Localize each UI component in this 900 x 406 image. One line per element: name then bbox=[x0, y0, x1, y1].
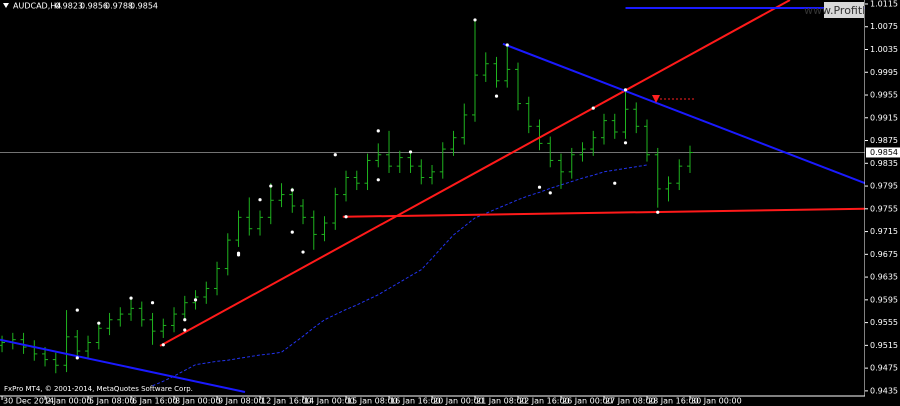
fractal bbox=[505, 43, 509, 47]
x-tick-label: 12 Jan 16:00 bbox=[261, 397, 312, 406]
y-tick-label: 1.0115 bbox=[870, 0, 898, 8]
plot-area bbox=[0, 0, 865, 393]
x-tick-label: 9 Jan 08:00 bbox=[218, 397, 264, 406]
x-tick-label: 22 Jan 16:00 bbox=[519, 397, 570, 406]
bid-label-box bbox=[866, 147, 900, 158]
fractal bbox=[376, 178, 380, 182]
y-tick-label: 0.9435 bbox=[870, 386, 898, 395]
fractal bbox=[75, 308, 79, 312]
y-tick-label: 0.9995 bbox=[870, 68, 898, 77]
axis-background bbox=[865, 0, 900, 406]
x-tick-label: 15 Jan 08:00 bbox=[347, 397, 398, 406]
fractal bbox=[613, 181, 617, 185]
ohlc-low: 0.9788 bbox=[105, 2, 133, 11]
y-tick-label: 1.0075 bbox=[870, 22, 898, 31]
y-tick-label: 0.9755 bbox=[870, 204, 898, 213]
x-tick-label: 27 Jan 08:00 bbox=[605, 397, 656, 406]
y-tick-label: 0.9875 bbox=[870, 136, 898, 145]
x-tick-label: 20 Jan 00:00 bbox=[433, 397, 484, 406]
fractal bbox=[269, 184, 273, 188]
fractal bbox=[258, 198, 262, 202]
y-tick-label: 0.9635 bbox=[870, 273, 898, 282]
fractal bbox=[301, 250, 305, 254]
ohlc-open: 0.9823 bbox=[55, 2, 83, 11]
fractal bbox=[376, 129, 380, 133]
moving-average bbox=[152, 164, 648, 387]
y-tick-label: 0.9675 bbox=[870, 250, 898, 259]
fractal bbox=[97, 321, 101, 325]
fractal bbox=[344, 215, 348, 219]
y-tick-label: 0.9515 bbox=[870, 341, 898, 350]
ohlc-high: 0.9856 bbox=[80, 2, 108, 11]
fractal bbox=[548, 191, 552, 195]
fractal bbox=[537, 185, 542, 189]
y-tick-label: 0.9795 bbox=[870, 182, 898, 191]
trendline bbox=[342, 207, 865, 218]
menu-icon[interactable] bbox=[3, 3, 9, 8]
fractal bbox=[161, 343, 165, 347]
y-tick-label: 0.9555 bbox=[870, 318, 898, 327]
y-tick-label: 0.9835 bbox=[870, 159, 898, 168]
x-tick-label: 14 Jan 00:00 bbox=[304, 397, 355, 406]
fractal bbox=[75, 356, 79, 360]
ohlc-close: 0.9854 bbox=[130, 2, 158, 11]
x-tick-label: 30 Dec 2014 bbox=[3, 397, 54, 406]
trendline bbox=[159, 0, 791, 347]
fractal bbox=[290, 188, 294, 192]
x-tick-label: 30 Jan 00:00 bbox=[691, 397, 742, 406]
fractal bbox=[473, 18, 477, 22]
x-tick-label: 28 Jan 16:00 bbox=[648, 397, 699, 406]
x-tick-label: 16 Jan 16:00 bbox=[390, 397, 441, 406]
x-tick-label: 6 Jan 16:00 bbox=[132, 397, 178, 406]
fractal bbox=[193, 298, 198, 302]
bid-label: 0.9854 bbox=[870, 148, 898, 157]
fractal bbox=[129, 296, 133, 300]
signal-arrow bbox=[652, 95, 695, 103]
y-tick-label: 0.9915 bbox=[870, 113, 898, 122]
fractal bbox=[183, 318, 187, 322]
y-tick-label: 0.9475 bbox=[870, 364, 898, 373]
fractal bbox=[408, 150, 413, 154]
fractal bbox=[623, 88, 628, 92]
fractal bbox=[183, 328, 187, 332]
copyright: FxPro MT4, © 2001-2014, MetaQuotes Softw… bbox=[4, 385, 193, 393]
fractal bbox=[591, 106, 595, 110]
x-tick-label: 8 Jan 00:00 bbox=[175, 397, 221, 406]
fractal bbox=[290, 230, 294, 234]
x-tick-label: 2 Jan 00:00 bbox=[46, 397, 92, 406]
fractal bbox=[150, 301, 155, 305]
y-tick-label: 0.9955 bbox=[870, 91, 898, 100]
y-tick-label: 1.0035 bbox=[870, 45, 898, 54]
x-tick-label: 5 Jan 08:00 bbox=[89, 397, 135, 406]
fractal bbox=[333, 153, 337, 157]
watermark-box bbox=[824, 2, 864, 18]
arrow-head bbox=[652, 95, 660, 103]
fractal bbox=[236, 253, 241, 257]
x-tick-label: 21 Jan 08:00 bbox=[476, 397, 527, 406]
symbol: AUDCAD,H4 bbox=[13, 2, 61, 11]
trendline bbox=[0, 338, 246, 393]
y-tick-label: 0.9595 bbox=[870, 295, 898, 304]
fractal bbox=[656, 210, 660, 214]
fractal bbox=[494, 94, 499, 98]
trendline bbox=[502, 42, 865, 185]
x-tick-label: 26 Jan 00:00 bbox=[562, 397, 613, 406]
fractal bbox=[623, 141, 628, 145]
y-tick-label: 0.9715 bbox=[870, 227, 898, 236]
